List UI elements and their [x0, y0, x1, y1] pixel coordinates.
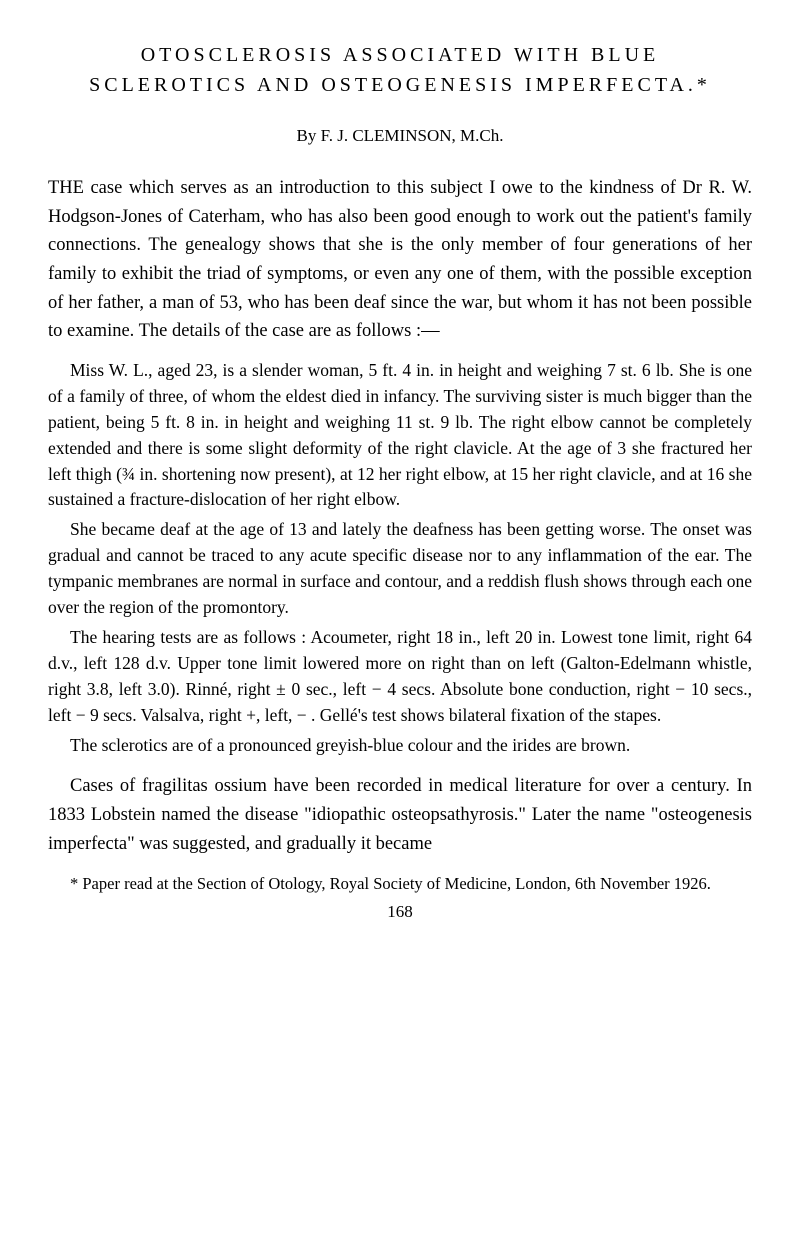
title-line-1: OTOSCLEROSIS ASSOCIATED WITH BLUE	[141, 44, 660, 66]
case-paragraph: She became deaf at the age of 13 and lat…	[48, 517, 752, 621]
intro-paragraph: THE case which serves as an introduction…	[48, 174, 752, 346]
page-number: 168	[48, 902, 752, 922]
closing-paragraph: Cases of fragilitas ossium have been rec…	[48, 772, 752, 858]
case-paragraph: Miss W. L., aged 23, is a slender woman,…	[48, 358, 752, 513]
footnote: * Paper read at the Section of Otology, …	[48, 872, 752, 895]
case-paragraph: The sclerotics are of a pronounced greyi…	[48, 733, 752, 759]
title-line-2: SCLEROTICS AND OSTEOGENESIS IMPERFECTA.*	[89, 74, 711, 96]
article-title: OTOSCLEROSIS ASSOCIATED WITH BLUE SCLERO…	[48, 40, 752, 100]
case-paragraph: The hearing tests are as follows : Acoum…	[48, 625, 752, 729]
byline: By F. J. CLEMINSON, M.Ch.	[48, 126, 752, 146]
intro-text: THE case which serves as an introduction…	[48, 178, 752, 341]
page-container: OTOSCLEROSIS ASSOCIATED WITH BLUE SCLERO…	[0, 0, 800, 952]
